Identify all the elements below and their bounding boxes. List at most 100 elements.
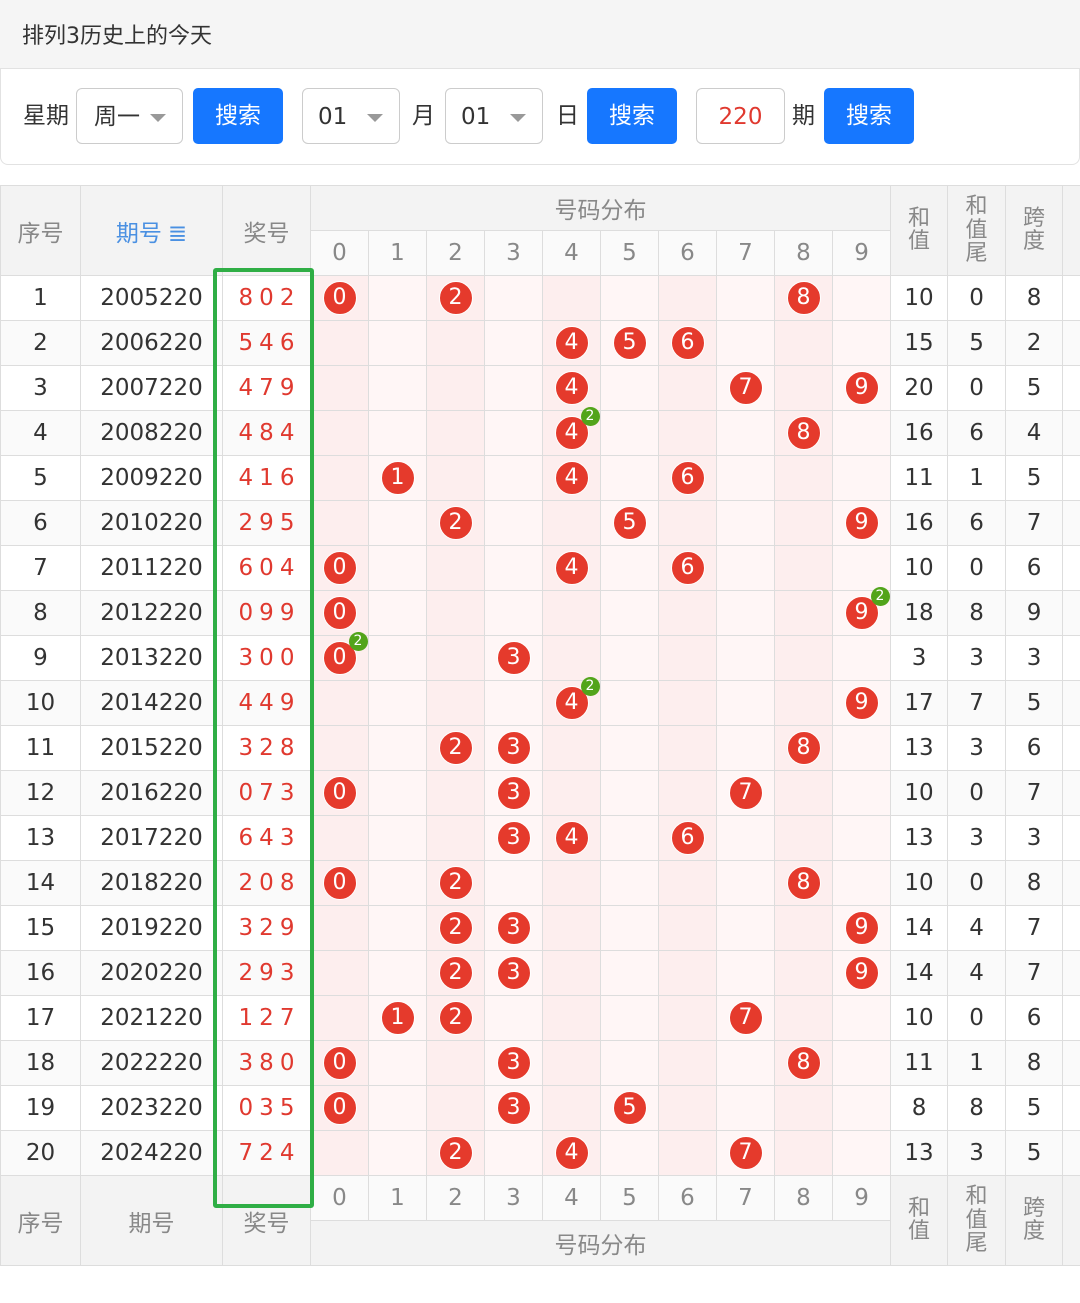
span-cell: 5 [1005, 365, 1064, 411]
table-row: 1 2005220 802 0 2 8 10 0 8 [0, 275, 1080, 321]
digit-cell [484, 590, 543, 636]
number-ball: 0 [322, 1091, 357, 1125]
digit-cell [484, 545, 543, 591]
spacer-cell [1062, 950, 1080, 996]
digit-cell: 0 [310, 860, 369, 906]
sum-tail-cell: 3 [947, 1130, 1007, 1176]
digit-cell [426, 455, 485, 501]
digit-cell [368, 635, 427, 681]
digit-cell [658, 770, 717, 816]
number-ball: 2 [438, 956, 473, 990]
digit-cell [716, 635, 775, 681]
sum-cell: 13 [890, 815, 949, 861]
digit-cell [310, 455, 369, 501]
issue-cell: 2009220 [80, 455, 223, 501]
prize-cell: 127 [222, 995, 311, 1041]
digit-cell [658, 500, 717, 546]
header-text: 和值尾 [965, 194, 988, 266]
column-header: 奖号 [222, 1175, 311, 1266]
weekday-select[interactable]: 周一 [76, 88, 183, 144]
header-text: 跨度 [1023, 1195, 1046, 1245]
sum-tail-cell: 8 [947, 1085, 1007, 1131]
digit-header: 0 [310, 230, 369, 276]
sum-cell: 15 [890, 320, 949, 366]
spacer-cell [1062, 1085, 1080, 1131]
header-text: 期号 [128, 1210, 175, 1237]
table-row: 2 2006220 546 4 5 6 15 5 2 [0, 320, 1080, 366]
month-label: 月 [412, 103, 435, 129]
weekday-value: 周一 [94, 104, 140, 130]
digit-header: 8 [774, 230, 833, 276]
digit-cell [600, 590, 659, 636]
digit-cell [368, 815, 427, 861]
digit-cell [600, 905, 659, 951]
digit-cell: 9 [831, 905, 892, 951]
number-ball: 3 [496, 641, 531, 675]
digit-cell: 7 [716, 1130, 775, 1176]
header-row: 序号 期号 ≣ 奖号 号码分布 和值 和值尾 跨度 [0, 185, 1080, 276]
span-cell: 6 [1005, 995, 1064, 1041]
digit-cell [542, 995, 601, 1041]
digit-cell [484, 365, 543, 411]
sum-tail-cell: 0 [947, 365, 1007, 411]
digit-cell [310, 320, 369, 366]
spacer-cell [1062, 410, 1080, 456]
sum-tail-cell: 0 [947, 995, 1007, 1041]
header-text: 和值 [908, 205, 931, 255]
digit-cell [600, 455, 659, 501]
number-ball: 2 [438, 1136, 473, 1170]
table-row: 15 2019220 329 2 3 9 14 4 7 [0, 905, 1080, 951]
sum-tail-cell: 4 [947, 905, 1007, 951]
digit-header: 9 [831, 230, 892, 276]
digit-cell [774, 770, 833, 816]
month-select[interactable]: 01 [302, 88, 400, 144]
number-ball: 2 [438, 866, 473, 900]
issue-cell: 2018220 [80, 860, 223, 906]
digit-header: 5 [600, 230, 659, 276]
index-cell: 9 [0, 635, 81, 681]
digit-cell: 4 [542, 815, 601, 861]
spacer-cell [1062, 275, 1080, 321]
number-ball: 6 [670, 821, 705, 855]
digit-cell [310, 950, 369, 996]
digit-cell: 0 [310, 545, 369, 591]
span-cell: 2 [1005, 320, 1064, 366]
digit-cell: 1 [368, 455, 427, 501]
search-button[interactable]: 搜索 [587, 88, 677, 144]
number-ball: 0 [322, 596, 357, 630]
digit-cell [716, 275, 775, 321]
spacer-cell [1062, 500, 1080, 546]
index-cell: 20 [0, 1130, 81, 1176]
digit-cell [831, 1085, 892, 1131]
sum-tail-cell: 1 [947, 455, 1007, 501]
digit-cell: 4 [542, 320, 601, 366]
digit-cell: 3 [484, 815, 543, 861]
spacer-cell [1062, 590, 1080, 636]
digit-cell [484, 455, 543, 501]
digit-cell [716, 860, 775, 906]
number-ball: 8 [786, 416, 821, 450]
number-ball: 4 [554, 461, 589, 495]
search-button[interactable]: 搜索 [193, 88, 283, 144]
digit-cell [774, 545, 833, 591]
digit-cell [658, 995, 717, 1041]
digit-cell [831, 860, 892, 906]
number-ball: 8 [786, 1046, 821, 1080]
digit-cell [600, 365, 659, 411]
day-select[interactable]: 01 [445, 88, 543, 144]
digit-cell [310, 500, 369, 546]
digit-cell: 2 [426, 950, 485, 996]
digit-cell [310, 1130, 369, 1176]
period-input[interactable]: 220 [696, 88, 785, 144]
digit-cell [542, 905, 601, 951]
digit-cell [484, 1130, 543, 1176]
search-button[interactable]: 搜索 [824, 88, 914, 144]
digit-cell [716, 590, 775, 636]
index-cell: 12 [0, 770, 81, 816]
digit-cell: 3 [484, 1085, 543, 1131]
prize-cell: 099 [222, 590, 311, 636]
